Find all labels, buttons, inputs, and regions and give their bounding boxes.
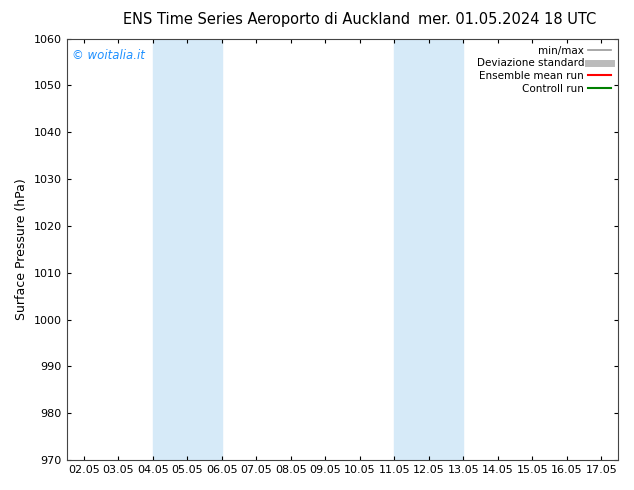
Bar — [394, 39, 463, 460]
Text: ENS Time Series Aeroporto di Auckland: ENS Time Series Aeroporto di Auckland — [123, 12, 410, 27]
Y-axis label: Surface Pressure (hPa): Surface Pressure (hPa) — [15, 178, 28, 320]
Text: © woitalia.it: © woitalia.it — [72, 49, 145, 62]
Bar — [153, 39, 222, 460]
Text: mer. 01.05.2024 18 UTC: mer. 01.05.2024 18 UTC — [418, 12, 597, 27]
Legend: min/max, Deviazione standard, Ensemble mean run, Controll run: min/max, Deviazione standard, Ensemble m… — [474, 44, 613, 96]
